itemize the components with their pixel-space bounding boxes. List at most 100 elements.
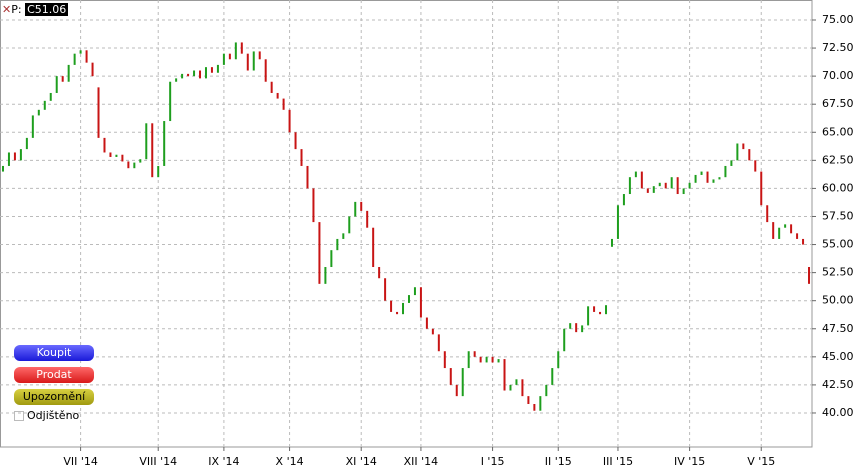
plot-border: [0, 0, 813, 448]
price-label: ✕P: C51.06: [2, 3, 69, 16]
candle: [270, 81, 273, 93]
candle: [276, 92, 279, 99]
candle: [181, 73, 184, 79]
x-tick-label: I '15: [481, 455, 505, 468]
candle: [163, 121, 166, 166]
candle: [790, 224, 793, 234]
y-tick-label: 47.50: [822, 322, 854, 335]
candle: [431, 328, 434, 335]
candle: [449, 368, 452, 385]
x-tick-label: II '15: [545, 455, 572, 468]
candle: [330, 250, 333, 268]
candle: [67, 64, 70, 82]
candle: [784, 224, 787, 228]
x-tick-label: XI '14: [346, 455, 377, 468]
candle: [288, 109, 291, 133]
candle: [760, 171, 763, 206]
candle: [390, 300, 393, 312]
candle: [127, 161, 130, 169]
candle: [473, 351, 476, 357]
candle: [652, 186, 655, 193]
candle: [324, 267, 327, 284]
candle: [145, 123, 148, 160]
candle: [461, 368, 464, 397]
candle: [622, 194, 625, 206]
candle: [79, 50, 82, 54]
candle: [503, 359, 506, 391]
candle: [670, 177, 673, 189]
y-tick-label: 70.00: [822, 69, 854, 82]
candle: [384, 278, 387, 301]
candle: [533, 403, 536, 411]
y-tick-label: 62.50: [822, 153, 854, 166]
candle: [234, 42, 237, 60]
x-tick-label: V '15: [747, 455, 775, 468]
candle: [664, 182, 667, 189]
checkbox-label: Odjištěno: [27, 409, 80, 422]
candle: [85, 50, 88, 63]
candle: [115, 154, 118, 157]
candle: [306, 165, 309, 189]
candle: [766, 205, 769, 223]
candle: [204, 67, 207, 79]
candle: [605, 305, 608, 315]
candle: [157, 165, 160, 178]
x-tick-label: X '14: [276, 455, 304, 468]
candle: [628, 177, 631, 195]
candle: [222, 53, 225, 65]
buy-button[interactable]: Koupit: [14, 345, 94, 361]
candle: [796, 233, 799, 239]
candle: [133, 162, 136, 169]
candle: [169, 81, 172, 122]
candle: [49, 92, 52, 101]
candle: [443, 351, 446, 369]
candle: [557, 351, 560, 369]
candle: [539, 396, 542, 411]
checkbox[interactable]: Odjištěno: [14, 409, 79, 422]
candle: [366, 210, 369, 228]
y-tick-label: 60.00: [822, 181, 854, 194]
candle: [587, 306, 590, 326]
candle: [700, 171, 703, 175]
candle: [676, 177, 679, 195]
candle: [264, 59, 267, 82]
alert-button[interactable]: Upozornění: [14, 389, 94, 405]
candle: [479, 356, 482, 363]
candle: [545, 384, 548, 397]
candle: [730, 160, 733, 166]
candle: [396, 311, 399, 315]
candle: [706, 171, 709, 183]
candle: [31, 115, 34, 138]
candle: [563, 328, 566, 352]
candle: [455, 384, 458, 397]
candle: [581, 325, 584, 333]
candle: [336, 238, 339, 251]
candle: [688, 182, 691, 189]
candle: [378, 267, 381, 279]
candle: [300, 149, 303, 166]
y-tick-label: 67.50: [822, 97, 854, 110]
y-tick-label: 65.00: [822, 125, 854, 138]
candle: [187, 73, 190, 77]
sell-button[interactable]: Prodat: [14, 367, 94, 383]
candle: [521, 379, 524, 397]
y-tick-label: 52.50: [822, 266, 854, 279]
candle: [282, 98, 285, 110]
candle: [610, 238, 613, 247]
x-tick-label: VII '14: [63, 455, 98, 468]
candle: [402, 302, 405, 315]
y-tick-label: 57.50: [822, 209, 854, 222]
price-prefix: P:: [11, 3, 22, 16]
candle: [515, 379, 518, 385]
candle: [724, 165, 727, 178]
candle: [312, 188, 315, 223]
candle: [718, 177, 721, 180]
x-tick-label: XII '14: [404, 455, 439, 468]
candle: [121, 154, 124, 162]
candle: [682, 188, 685, 195]
candle: [175, 78, 178, 82]
candle: [778, 227, 781, 239]
candle: [509, 384, 512, 391]
